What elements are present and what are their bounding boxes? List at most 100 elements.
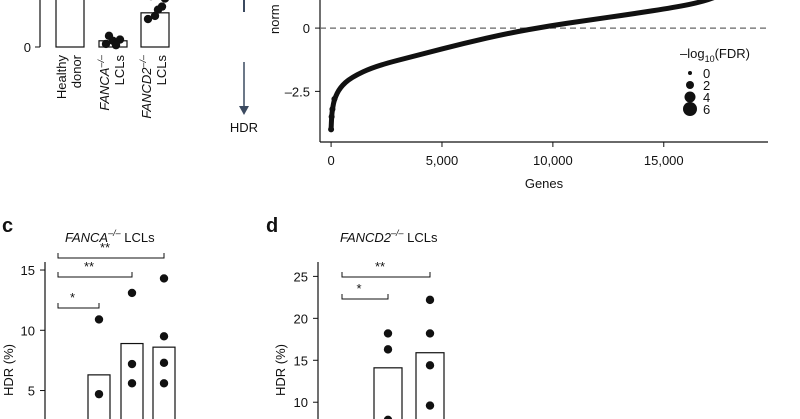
significance-label: ** bbox=[375, 259, 385, 274]
panel-title-part: LCLs bbox=[404, 230, 438, 245]
legend-marker bbox=[683, 102, 697, 116]
significance-bracket bbox=[57, 272, 133, 278]
significance-label: * bbox=[70, 290, 75, 305]
x-tick-label: 5,000 bbox=[426, 153, 459, 168]
bar bbox=[373, 367, 403, 419]
category-label: LCLs bbox=[154, 55, 169, 86]
data-point bbox=[127, 359, 137, 369]
bar-healthy-donor bbox=[55, 0, 85, 48]
significance-bracket bbox=[57, 253, 165, 259]
significance-label: ** bbox=[100, 240, 110, 255]
category-label-part: donor bbox=[69, 54, 84, 88]
down-arrow-head bbox=[239, 106, 249, 115]
legend-label: 6 bbox=[703, 102, 710, 117]
legend-marker bbox=[686, 81, 694, 89]
panel-title-part: LCLs bbox=[121, 230, 155, 245]
significance-label: * bbox=[356, 281, 361, 296]
panel-title-part: –/– bbox=[390, 228, 405, 238]
panel-title: FANCD2–/– LCLs bbox=[340, 228, 438, 245]
y-axis-label: norm bbox=[267, 4, 282, 34]
category-label: LCLs bbox=[112, 55, 127, 86]
y-tick-label: 25 bbox=[294, 269, 308, 284]
panel-title-part: –/– bbox=[107, 228, 122, 238]
x-tick-label: 0 bbox=[327, 153, 334, 168]
y-tick-label: 0 bbox=[24, 40, 31, 55]
category-label-part: Healthy bbox=[54, 55, 69, 100]
category-label-part: LCLs bbox=[112, 55, 127, 86]
significance-bracket bbox=[57, 303, 100, 309]
gene-point bbox=[329, 106, 336, 113]
panel-title-part: FANCD2 bbox=[340, 230, 392, 245]
data-point bbox=[143, 14, 153, 24]
panel-letter: c bbox=[2, 215, 13, 237]
y-tick-label: 15 bbox=[294, 353, 308, 368]
data-point bbox=[159, 274, 169, 283]
data-point bbox=[425, 361, 435, 370]
legend-title-part: –log bbox=[680, 46, 705, 61]
x-tick-label: 15,000 bbox=[644, 153, 684, 168]
data-point bbox=[383, 415, 393, 419]
significance-bracket bbox=[341, 272, 431, 278]
legend-label: 2 bbox=[703, 78, 710, 93]
superscript: –/– bbox=[96, 54, 106, 69]
data-point bbox=[159, 332, 169, 341]
y-tick-label: 10 bbox=[294, 395, 308, 410]
superscript: –/– bbox=[138, 54, 148, 69]
data-point bbox=[425, 329, 435, 338]
hdr-direction-label: HDR bbox=[230, 120, 258, 135]
legend-marker bbox=[688, 71, 692, 75]
panel-letter: d bbox=[266, 215, 278, 237]
data-point bbox=[161, 0, 169, 3]
gene-point bbox=[331, 95, 338, 102]
legend-title-part: 10 bbox=[705, 54, 715, 64]
y-tick-label: 10 bbox=[21, 323, 35, 338]
panel-ranked-genes: 0 –2.5 0 5,000 10,000 15,000 Genes norm HDR –log1… bbox=[230, 0, 768, 191]
data-point bbox=[383, 329, 393, 338]
data-point bbox=[94, 389, 104, 399]
legend-title-part: (FDR) bbox=[715, 46, 750, 61]
legend-label: 0 bbox=[703, 66, 710, 81]
data-point bbox=[111, 40, 121, 50]
legend-label: 4 bbox=[703, 90, 710, 105]
data-point bbox=[127, 288, 137, 298]
ranked-gene-curve bbox=[328, 0, 715, 132]
category-label-part: FANCD2 bbox=[139, 67, 154, 119]
panel-title: FANCA–/– LCLs bbox=[65, 228, 155, 245]
gene-point bbox=[328, 126, 335, 133]
significance-label: ** bbox=[84, 259, 94, 274]
data-point bbox=[383, 345, 393, 354]
data-point bbox=[159, 379, 169, 388]
panel-title-part: FANCA bbox=[65, 230, 108, 245]
y-tick-label: 20 bbox=[294, 311, 308, 326]
y-axis-label: HDR (%) bbox=[273, 344, 288, 396]
legend-marker bbox=[684, 91, 696, 103]
data-point bbox=[127, 379, 137, 388]
x-axis-label: Genes bbox=[525, 176, 564, 191]
data-point bbox=[101, 39, 111, 49]
category-label: FANCD2–/– bbox=[138, 54, 154, 119]
data-point bbox=[104, 31, 114, 41]
significance-bracket bbox=[341, 294, 389, 300]
y-tick-label: 15 bbox=[21, 263, 35, 278]
y-tick-label: –2.5 bbox=[285, 84, 310, 99]
gene-point bbox=[328, 113, 335, 120]
category-label: Healthy bbox=[54, 55, 69, 100]
data-point bbox=[425, 295, 435, 305]
data-point bbox=[425, 401, 435, 410]
category-label-part: FANCA bbox=[97, 68, 112, 111]
data-point bbox=[150, 11, 160, 21]
category-label: FANCA–/– bbox=[96, 54, 112, 111]
data-point bbox=[153, 5, 163, 14]
x-tick-label: 10,000 bbox=[533, 153, 573, 168]
legend-title: –log10(FDR) bbox=[680, 46, 750, 64]
y-tick-label: 5 bbox=[28, 384, 35, 399]
y-tick-label: 0 bbox=[303, 21, 310, 36]
category-label: donor bbox=[69, 54, 84, 88]
category-label-part: LCLs bbox=[154, 55, 169, 86]
y-axis-label: HDR (%) bbox=[1, 344, 16, 396]
data-point bbox=[94, 315, 104, 324]
